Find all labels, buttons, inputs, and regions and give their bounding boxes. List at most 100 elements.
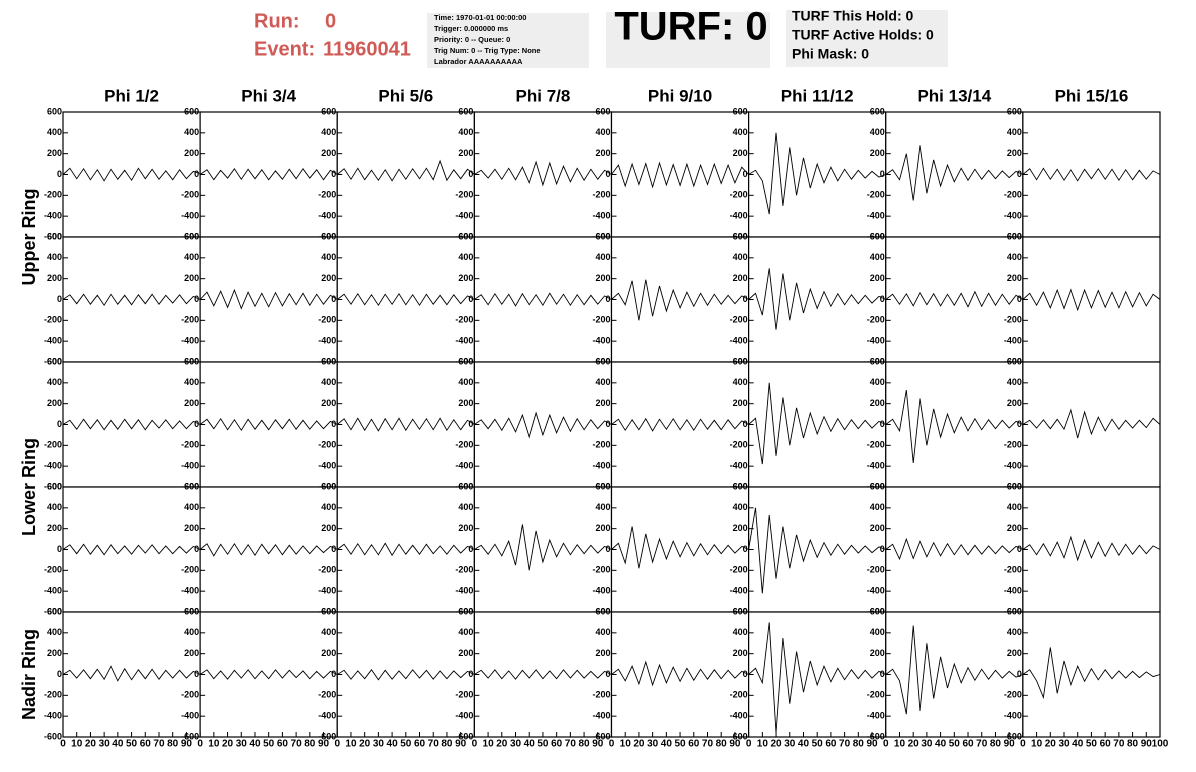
panel — [62, 361, 201, 488]
y-tick-label: 400 — [321, 377, 336, 387]
y-tick-label: 600 — [733, 106, 748, 116]
y-tick-label: 600 — [733, 356, 748, 366]
y-tick-label: 600 — [321, 356, 336, 366]
y-tick-label: 0 — [468, 419, 473, 429]
x-tick-label: 30 — [236, 739, 248, 750]
y-tick-label: 200 — [321, 398, 336, 408]
y-tick-label: -600 — [592, 606, 610, 616]
waveform — [474, 524, 612, 571]
y-tick-label: 400 — [733, 502, 748, 512]
panel — [610, 236, 750, 363]
x-tick-label: 50 — [263, 739, 275, 750]
y-tick-label: 400 — [1007, 252, 1022, 262]
y-tick-label: -200 — [318, 190, 336, 200]
y-tick-label: -400 — [181, 711, 199, 721]
y-tick-label: 0 — [331, 294, 336, 304]
y-tick-label: -600 — [455, 356, 473, 366]
x-tick-label: 20 — [496, 739, 508, 750]
x-tick-label: 50 — [1086, 739, 1098, 750]
x-tick-label: 10 — [208, 739, 220, 750]
panel — [199, 111, 338, 238]
y-tick-label: 0 — [880, 294, 885, 304]
y-tick-label: 0 — [743, 419, 748, 429]
y-tick-label: 600 — [47, 356, 62, 366]
waveform — [1022, 535, 1161, 562]
y-tick-label: -600 — [318, 606, 336, 616]
panel — [473, 111, 613, 238]
panel — [885, 111, 1024, 238]
x-tick-label: 0 — [883, 739, 889, 750]
y-tick-label: 0 — [468, 669, 473, 679]
y-tick-label: -400 — [592, 211, 610, 221]
y-tick-label: 400 — [47, 377, 62, 387]
x-tick-label: 80 — [1127, 739, 1139, 750]
y-tick-label: -400 — [44, 211, 62, 221]
y-tick-label: 600 — [47, 606, 62, 616]
x-tick-label: 50 — [126, 739, 138, 750]
y-tick-label: 400 — [595, 377, 610, 387]
y-tick-label: 600 — [458, 481, 473, 491]
y-tick-label: 600 — [870, 106, 885, 116]
waveform — [748, 507, 886, 594]
y-tick-label: -400 — [592, 711, 610, 721]
y-tick-label: 200 — [733, 148, 748, 158]
y-tick-label: -600 — [455, 231, 473, 241]
y-tick-label: 600 — [458, 606, 473, 616]
panel — [62, 236, 201, 363]
y-tick-label: -200 — [592, 190, 610, 200]
x-tick-label: 10 — [1031, 739, 1043, 750]
panel — [610, 111, 750, 238]
y-tick-label: 600 — [595, 356, 610, 366]
x-tick-label: 80 — [853, 739, 865, 750]
x-tick-label: 50 — [675, 739, 687, 750]
waveform — [885, 390, 1024, 464]
waveform — [748, 622, 886, 733]
y-tick-label: -400 — [1004, 586, 1022, 596]
turf-box — [606, 12, 770, 68]
x-tick-label: 80 — [304, 739, 316, 750]
y-tick-label: -400 — [730, 461, 748, 471]
y-tick-label: 600 — [458, 106, 473, 116]
x-tick-label: 70 — [428, 739, 440, 750]
y-tick-label: 400 — [458, 377, 473, 387]
x-tick-label: 60 — [962, 739, 974, 750]
panel — [748, 611, 887, 738]
waveform — [748, 132, 886, 215]
y-tick-label: -400 — [318, 211, 336, 221]
y-tick-label: 0 — [743, 544, 748, 554]
run-number: 0 — [325, 10, 336, 32]
y-tick-label: 400 — [733, 627, 748, 637]
panel — [1022, 611, 1161, 738]
waveform — [62, 167, 201, 182]
y-tick-label: 400 — [184, 502, 199, 512]
x-tick-label: 0 — [1020, 739, 1026, 750]
x-tick-label: 20 — [633, 739, 645, 750]
y-tick-label: 600 — [184, 106, 199, 116]
y-tick-label: 200 — [870, 148, 885, 158]
waveform — [611, 279, 749, 321]
y-tick-label: 600 — [595, 481, 610, 491]
y-tick-label: 0 — [331, 169, 336, 179]
y-tick-label: -400 — [592, 586, 610, 596]
waveform — [199, 288, 338, 310]
y-tick-label: 600 — [321, 606, 336, 616]
y-tick-label: 600 — [47, 481, 62, 491]
y-tick-label: -600 — [867, 606, 885, 616]
y-tick-label: 200 — [1007, 398, 1022, 408]
y-tick-label: 0 — [331, 669, 336, 679]
y-tick-label: -200 — [730, 440, 748, 450]
waveform — [62, 543, 201, 556]
column-title: Phi 5/6 — [378, 86, 433, 105]
waveform — [885, 537, 1024, 561]
y-tick-label: -200 — [1004, 565, 1022, 575]
y-tick-label: 600 — [595, 231, 610, 241]
y-tick-label: -400 — [455, 711, 473, 721]
y-tick-label: 600 — [321, 481, 336, 491]
y-tick-label: 600 — [321, 231, 336, 241]
y-tick-label: -200 — [1004, 690, 1022, 700]
y-tick-label: -400 — [1004, 711, 1022, 721]
x-tick-label: 50 — [812, 739, 824, 750]
y-tick-label: 400 — [47, 127, 62, 137]
waveform — [62, 665, 201, 682]
